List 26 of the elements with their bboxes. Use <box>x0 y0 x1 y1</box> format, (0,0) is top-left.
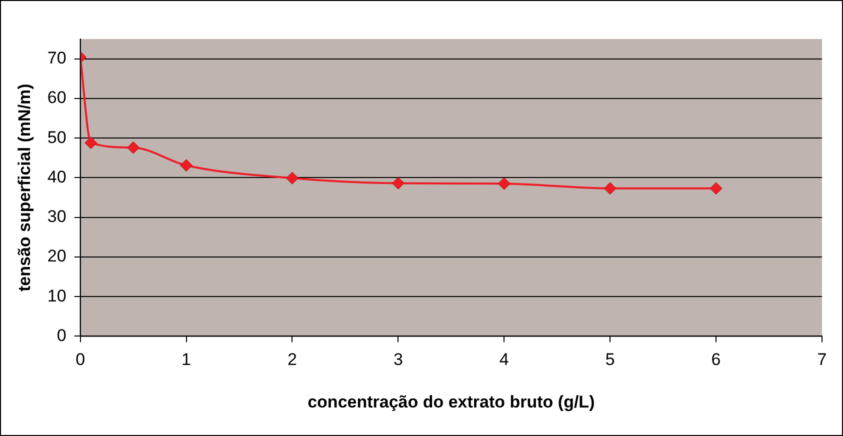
y-axis-title: tensão superficial (mN/m) <box>14 84 34 292</box>
x-tick-label: 5 <box>605 350 615 370</box>
y-tick-label: 60 <box>47 88 66 108</box>
x-tick-label: 0 <box>76 350 86 370</box>
point <box>180 159 193 172</box>
y-tick-label: 30 <box>47 207 66 226</box>
point <box>84 136 98 150</box>
x-tick-label: 2 <box>287 350 297 370</box>
point <box>710 182 722 195</box>
x-tick-label: 4 <box>499 350 509 370</box>
x-tick-label: 7 <box>817 350 827 370</box>
y-tick-label: 50 <box>47 128 66 147</box>
x-axis-title: concentração do extrato bruto (g/L) <box>308 392 595 412</box>
x-tick-label: 6 <box>711 350 721 370</box>
point <box>498 177 510 190</box>
y-tick-label: 0 <box>56 326 66 345</box>
point <box>127 141 140 154</box>
y-tick-label: 20 <box>47 246 66 266</box>
y-tick-label: 70 <box>47 48 66 68</box>
point <box>392 176 404 190</box>
y-tick-label: 40 <box>47 167 66 186</box>
x-tick-label: 3 <box>393 350 403 370</box>
x-tick-label: 1 <box>182 350 191 370</box>
y-tick-label: 10 <box>47 286 66 306</box>
point <box>604 182 616 195</box>
point <box>286 172 298 184</box>
